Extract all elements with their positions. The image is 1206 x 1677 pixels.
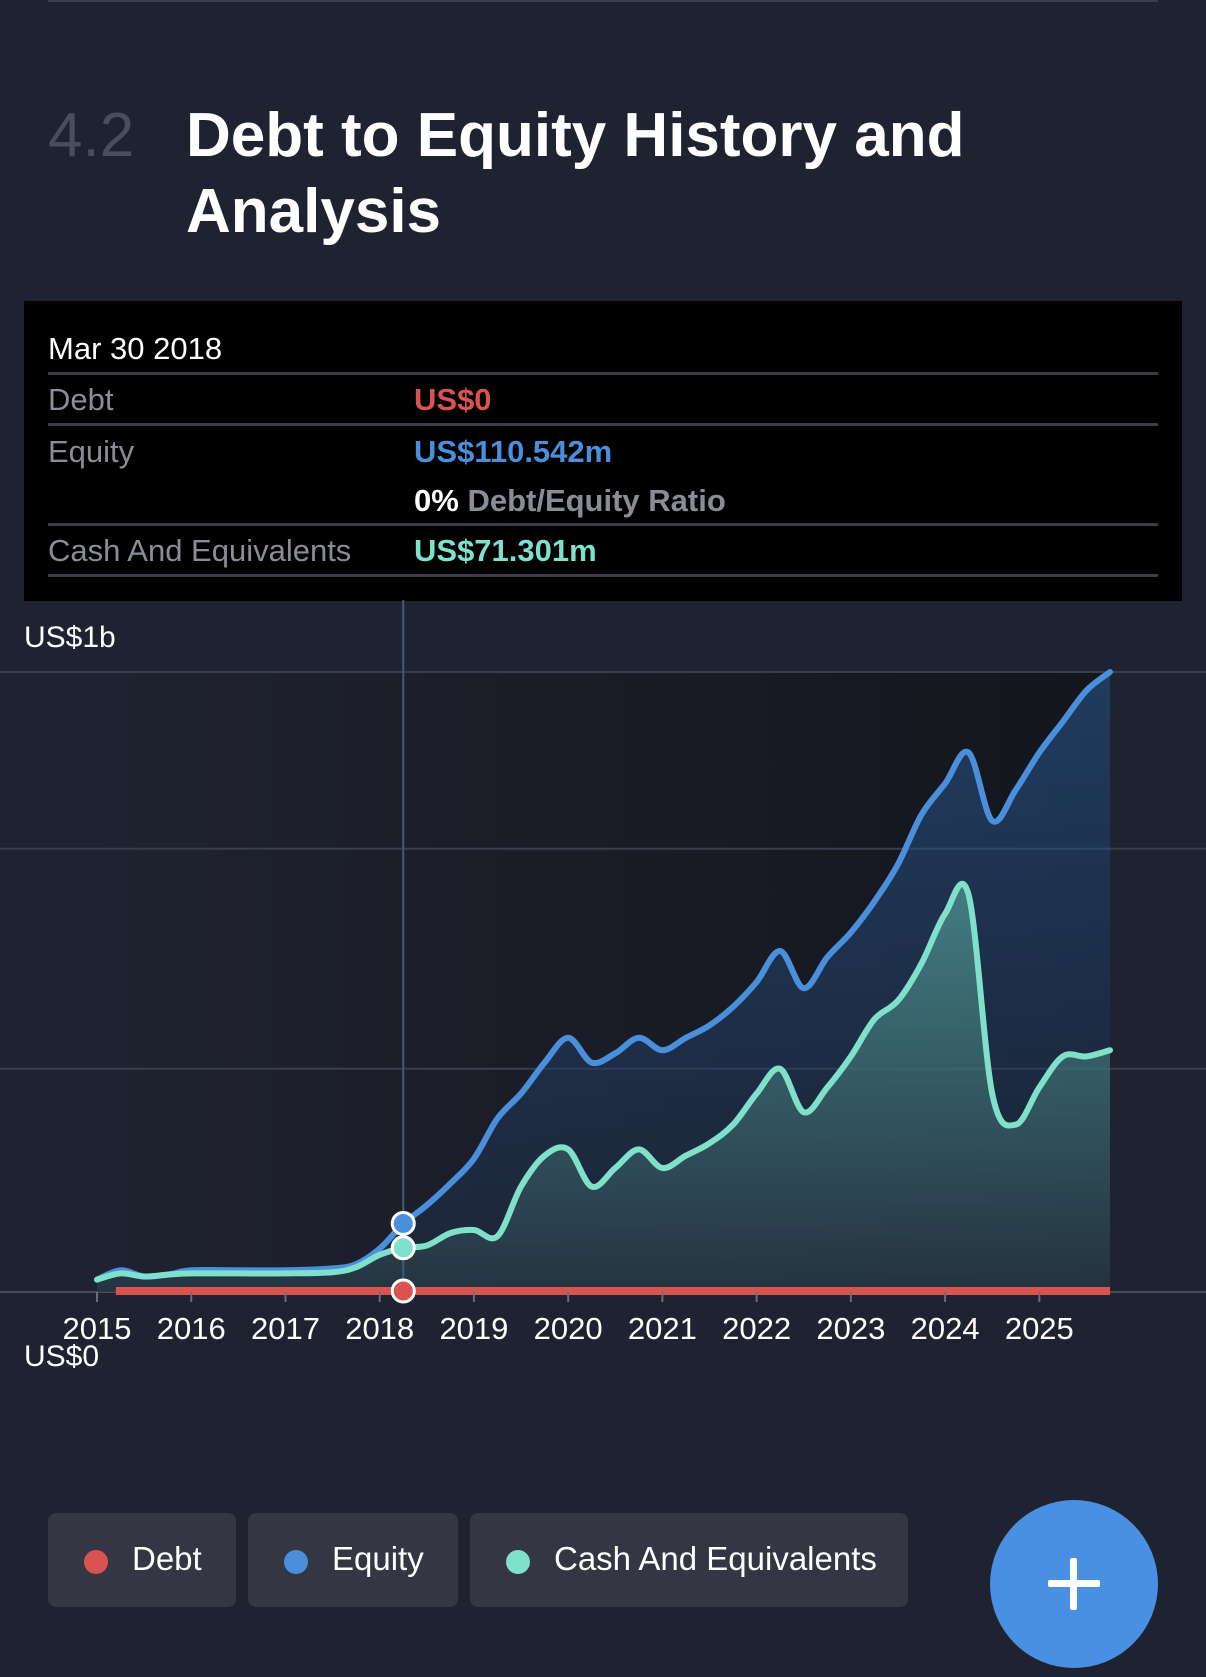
x-tick-label: 2017 xyxy=(251,1311,320,1346)
legend-item-cash[interactable]: Cash And Equivalents xyxy=(470,1513,908,1607)
tooltip-cash-label: Cash And Equivalents xyxy=(48,533,352,568)
x-tick-label: 2016 xyxy=(157,1311,226,1346)
x-tick-label: 2024 xyxy=(911,1311,980,1346)
series-line-cash xyxy=(94,880,1113,1283)
legend-label-cash: Cash And Equivalents xyxy=(554,1540,877,1577)
tooltip-ratio: 0% Debt/Equity Ratio xyxy=(414,483,726,519)
tooltip-debt-label: Debt xyxy=(48,382,114,417)
tooltip-divider xyxy=(48,574,1158,577)
series-areas xyxy=(97,672,1110,1292)
chart-tooltip: Mar 30 2018 Debt US$0 Equity US$110.542m… xyxy=(24,301,1182,601)
marker-cash xyxy=(390,1235,416,1261)
x-tick-label: 2021 xyxy=(628,1311,697,1346)
x-tick-label: 2023 xyxy=(816,1311,885,1346)
section-title: Debt to Equity History and Analysis xyxy=(186,101,965,246)
tooltip-date: Mar 30 2018 xyxy=(48,331,223,366)
legend-label-debt: Debt xyxy=(132,1540,202,1577)
x-tick-label: 2018 xyxy=(345,1311,414,1346)
legend-dot-cash xyxy=(506,1550,530,1574)
top-divider xyxy=(48,0,1158,2)
tooltip-ratio-label: Debt/Equity Ratio xyxy=(467,483,726,518)
series-line-equity xyxy=(94,669,1113,1283)
section-number: 4.2 xyxy=(48,101,135,170)
x-tick-label: 2015 xyxy=(63,1311,132,1346)
tooltip-divider xyxy=(48,423,1158,426)
debt-equity-chart[interactable]: US$1b US$0 2015 2016 2017 2018 2019 2020 2021 2… xyxy=(0,600,1206,1460)
legend-dot-debt xyxy=(84,1550,108,1574)
add-button[interactable] xyxy=(990,1500,1158,1668)
y-axis-bottom-label: US$0 xyxy=(24,1340,99,1373)
legend-dot-equity xyxy=(284,1550,308,1574)
marker-debt xyxy=(390,1278,416,1304)
highlight-markers xyxy=(390,1210,416,1304)
tooltip-divider xyxy=(48,372,1158,375)
legend-item-equity[interactable]: Equity xyxy=(248,1513,458,1607)
x-tick-label: 2025 xyxy=(1005,1311,1074,1346)
series-area-cash xyxy=(97,883,1110,1292)
tooltip-equity-label: Equity xyxy=(48,434,135,469)
x-axis: 2015 2016 2017 2018 2019 2020 2021 2022 2023 2024… xyxy=(63,1292,1074,1346)
tooltip-ratio-value: 0% xyxy=(414,483,459,518)
tooltip-divider xyxy=(48,523,1158,526)
tooltip-debt-value: US$0 xyxy=(414,382,492,417)
tooltip-equity-value: US$110.542m xyxy=(414,434,613,469)
y-axis-top-label: US$1b xyxy=(24,621,116,654)
x-tick-label: 2022 xyxy=(722,1311,791,1346)
x-tick-label: 2019 xyxy=(439,1311,508,1346)
series-lines xyxy=(94,669,1113,1295)
legend-item-debt[interactable]: Debt xyxy=(48,1513,236,1607)
marker-equity xyxy=(390,1210,416,1236)
x-tick-label: 2020 xyxy=(534,1311,603,1346)
legend-label-equity: Equity xyxy=(332,1540,424,1577)
tooltip-cash-value: US$71.301m xyxy=(414,533,597,568)
